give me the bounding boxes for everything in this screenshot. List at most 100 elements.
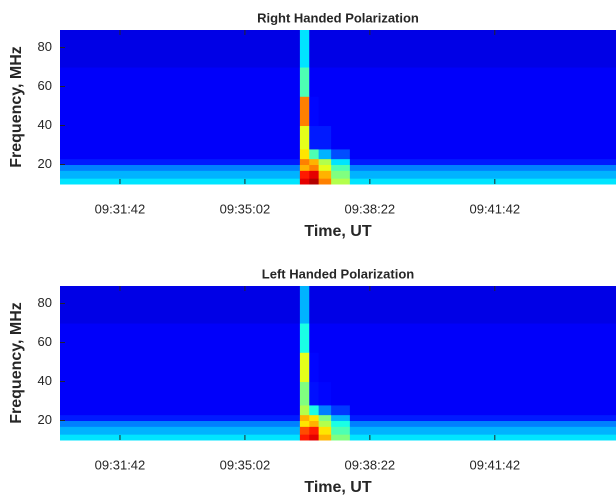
x-tick-label: 09:38:22 xyxy=(345,457,396,472)
heat-cell xyxy=(60,381,301,406)
x-tick-label: 09:41:42 xyxy=(469,201,520,216)
heat-cell xyxy=(349,352,616,383)
heat-cell xyxy=(60,404,301,416)
heat-cell xyxy=(318,420,332,427)
x-tick-label: 09:35:02 xyxy=(220,201,271,216)
heat-cell xyxy=(318,178,332,185)
y-tick-label: 60 xyxy=(38,78,52,93)
heat-cell xyxy=(299,414,310,422)
x-axis-label: Time, UT xyxy=(304,479,372,495)
heat-cell xyxy=(318,30,332,68)
heat-cell xyxy=(299,170,310,179)
heat-cell xyxy=(309,414,320,422)
chart-title: Right Handed Polarization xyxy=(257,10,419,25)
heat-cell xyxy=(60,323,301,353)
heat-cell xyxy=(299,352,310,383)
heat-cell xyxy=(60,30,301,68)
heat-cell xyxy=(299,158,310,166)
heat-cell xyxy=(349,381,616,406)
heat-cell xyxy=(299,164,310,171)
heat-cell xyxy=(309,426,320,435)
heat-cell xyxy=(60,414,301,422)
heat-cell xyxy=(331,352,351,383)
heat-cell xyxy=(60,352,301,383)
heat-cell xyxy=(60,420,301,427)
heat-cell xyxy=(318,148,332,160)
y-tick-label: 20 xyxy=(38,156,52,171)
heat-cell xyxy=(331,164,351,171)
heat-cell xyxy=(309,178,320,185)
heat-cell xyxy=(60,96,301,127)
heat-cell xyxy=(299,426,310,435)
heat-cell xyxy=(318,125,332,150)
heat-cell xyxy=(60,125,301,150)
heat-cell xyxy=(331,404,351,416)
x-tick-label: 09:35:02 xyxy=(220,457,271,472)
heat-cell xyxy=(349,404,616,416)
heat-cell xyxy=(299,67,310,97)
heat-cell xyxy=(331,178,351,185)
heat-cell xyxy=(349,164,616,171)
heat-cell xyxy=(299,434,310,441)
heat-cell xyxy=(60,426,301,435)
heat-cell xyxy=(299,30,310,68)
heat-cell xyxy=(318,170,332,179)
heat-cell xyxy=(309,404,320,416)
heat-cell xyxy=(309,420,320,427)
x-tick-label: 09:38:22 xyxy=(345,201,396,216)
heat-cell xyxy=(349,414,616,422)
heat-cell xyxy=(60,67,301,97)
heat-cell xyxy=(349,148,616,160)
heat-cell xyxy=(349,178,616,185)
heat-cell xyxy=(309,323,320,353)
x-tick-label: 09:41:42 xyxy=(469,457,520,472)
heat-cell xyxy=(331,30,351,68)
heat-cell xyxy=(309,158,320,166)
heat-cell xyxy=(349,30,616,68)
heat-cell xyxy=(331,148,351,160)
heat-cell xyxy=(318,426,332,435)
heat-cell xyxy=(349,286,616,324)
heat-cell xyxy=(299,420,310,427)
heat-cell xyxy=(60,170,301,179)
heat-cell xyxy=(309,352,320,383)
heat-cell xyxy=(309,434,320,441)
heat-cell xyxy=(60,164,301,171)
heat-cell xyxy=(349,420,616,427)
x-axis-label: Time, UT xyxy=(304,223,372,240)
y-tick-label: 80 xyxy=(38,39,52,54)
heat-cell xyxy=(331,434,351,441)
heat-cell xyxy=(309,164,320,171)
heat-cell xyxy=(309,286,320,324)
heat-cell xyxy=(309,170,320,179)
heat-cell xyxy=(331,286,351,324)
heat-cell xyxy=(349,158,616,166)
heat-cell xyxy=(60,148,301,160)
heat-cell xyxy=(299,148,310,160)
heat-cell xyxy=(60,178,301,185)
heat-cell xyxy=(318,414,332,422)
heat-cell xyxy=(331,67,351,97)
heat-cell xyxy=(318,381,332,406)
heat-cell xyxy=(299,381,310,406)
heat-cell xyxy=(309,381,320,406)
heat-cell xyxy=(318,434,332,441)
heat-cell xyxy=(299,286,310,324)
heat-cell xyxy=(60,158,301,166)
heat-cell xyxy=(349,96,616,127)
heat-cell xyxy=(299,96,310,127)
heat-cell xyxy=(318,352,332,383)
heat-cell xyxy=(299,323,310,353)
heat-cell xyxy=(60,286,301,324)
heat-cell xyxy=(331,96,351,127)
y-tick-label: 20 xyxy=(38,412,52,427)
heat-cell xyxy=(331,426,351,435)
heat-cell xyxy=(318,158,332,166)
heat-cell xyxy=(331,323,351,353)
y-axis-label: Frequency, MHz xyxy=(8,302,25,424)
heat-cell xyxy=(299,125,310,150)
heat-cell xyxy=(318,67,332,97)
heat-cell xyxy=(318,286,332,324)
heat-cell xyxy=(318,404,332,416)
